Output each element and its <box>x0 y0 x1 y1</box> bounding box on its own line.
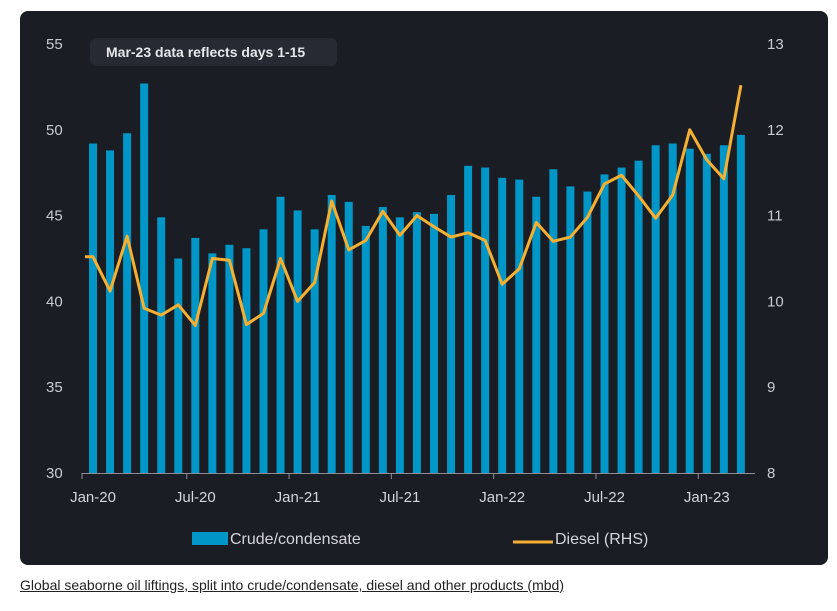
x-tick-label: Jan-22 <box>479 489 525 506</box>
line-series-diesel <box>85 84 743 327</box>
annotation-background <box>90 38 337 66</box>
y-right-tick-label: 12 <box>767 122 784 139</box>
bar-Jun-22 <box>583 191 592 474</box>
bar-Oct-22 <box>651 145 660 473</box>
bar-Jun-20 <box>174 258 183 473</box>
y-left-tick-label: 30 <box>46 465 63 482</box>
bar-Jul-20 <box>191 237 200 473</box>
bar-Dec-22 <box>685 148 694 473</box>
bar-Jan-21 <box>293 210 302 473</box>
bar-Apr-21 <box>344 201 353 473</box>
bar-Jan-22 <box>498 177 507 473</box>
x-tick-label: Jan-23 <box>684 489 730 506</box>
bar-Feb-22 <box>515 179 524 473</box>
x-tick-label: Jul-21 <box>379 489 420 506</box>
bar-Nov-21 <box>464 165 473 473</box>
legend-swatch-crude <box>192 532 228 545</box>
x-tick-label: Jul-20 <box>175 489 216 506</box>
bar-Feb-23 <box>719 145 728 473</box>
x-tick-label: Jan-21 <box>275 489 321 506</box>
bar-series-crude <box>89 83 745 474</box>
x-axis: Jan-20 Jul-20 Jan-21 Jul-21 Jan-22 Jul-22 Jan-… <box>70 473 755 506</box>
bar-Sep-20 <box>225 244 234 473</box>
annotation-text: Mar-23 data reflects days 1-15 <box>106 44 305 60</box>
y-left-tick-label: 35 <box>46 379 63 396</box>
bar-Apr-22 <box>549 169 558 473</box>
bar-Sep-21 <box>430 213 438 473</box>
bar-Aug-22 <box>617 167 626 473</box>
bar-Dec-20 <box>276 196 285 473</box>
x-tick-label: Jul-22 <box>584 489 625 506</box>
y-right-tick-label: 9 <box>767 379 775 396</box>
bar-Jul-22 <box>600 174 609 473</box>
legend-label-diesel: Diesel (RHS) <box>555 531 648 548</box>
bar-Sep-22 <box>634 160 643 474</box>
bar-Mar-22 <box>532 196 541 473</box>
bar-Jan-20 <box>89 143 97 473</box>
bar-May-21 <box>361 225 370 473</box>
bar-Jan-23 <box>702 153 711 473</box>
legend: Crude/condensate Diesel (RHS) <box>192 531 648 548</box>
bar-Oct-21 <box>447 195 456 473</box>
y-left-tick-label: 55 <box>46 36 63 53</box>
bar-Feb-20 <box>106 150 115 473</box>
bar-Dec-21 <box>481 167 490 473</box>
annotation-box: Mar-23 data reflects days 1-15 <box>90 38 337 66</box>
y-right-tick-label: 11 <box>767 208 783 225</box>
bar-Jun-21 <box>378 207 387 473</box>
y-left-tick-label: 40 <box>46 293 63 310</box>
y-right-tick-label: 10 <box>767 293 784 310</box>
legend-label-crude: Crude/condensate <box>230 531 361 548</box>
y-right-axis: 8 9 10 11 12 13 <box>767 36 784 482</box>
bar-Mar-20 <box>123 133 132 473</box>
bar-Apr-20 <box>140 83 149 473</box>
bar-May-22 <box>566 186 575 474</box>
y-right-tick-label: 8 <box>767 465 775 482</box>
bar-Nov-20 <box>259 229 268 473</box>
y-left-tick-label: 45 <box>46 208 63 225</box>
bar-Aug-20 <box>208 253 217 473</box>
bar-Feb-21 <box>310 229 319 473</box>
bar-Mar-23 <box>736 134 745 473</box>
y-right-tick-label: 13 <box>767 36 784 53</box>
chart-caption-link[interactable]: Global seaborne oil liftings, split into… <box>20 577 564 593</box>
bar-Nov-22 <box>668 143 677 473</box>
y-left-tick-label: 50 <box>46 122 63 139</box>
bar-Mar-21 <box>327 195 336 473</box>
bar-Jul-21 <box>395 217 404 473</box>
bar-Aug-21 <box>412 212 421 473</box>
y-left-axis: 30 35 40 45 50 55 <box>46 36 63 482</box>
x-tick-label: Jan-20 <box>70 489 116 506</box>
bar-May-20 <box>157 217 166 473</box>
bar-Oct-20 <box>242 248 251 473</box>
chart-card: 30 35 40 45 50 55 8 9 10 11 12 13 Jan-20 Jul-20 Jan-… <box>20 11 828 565</box>
